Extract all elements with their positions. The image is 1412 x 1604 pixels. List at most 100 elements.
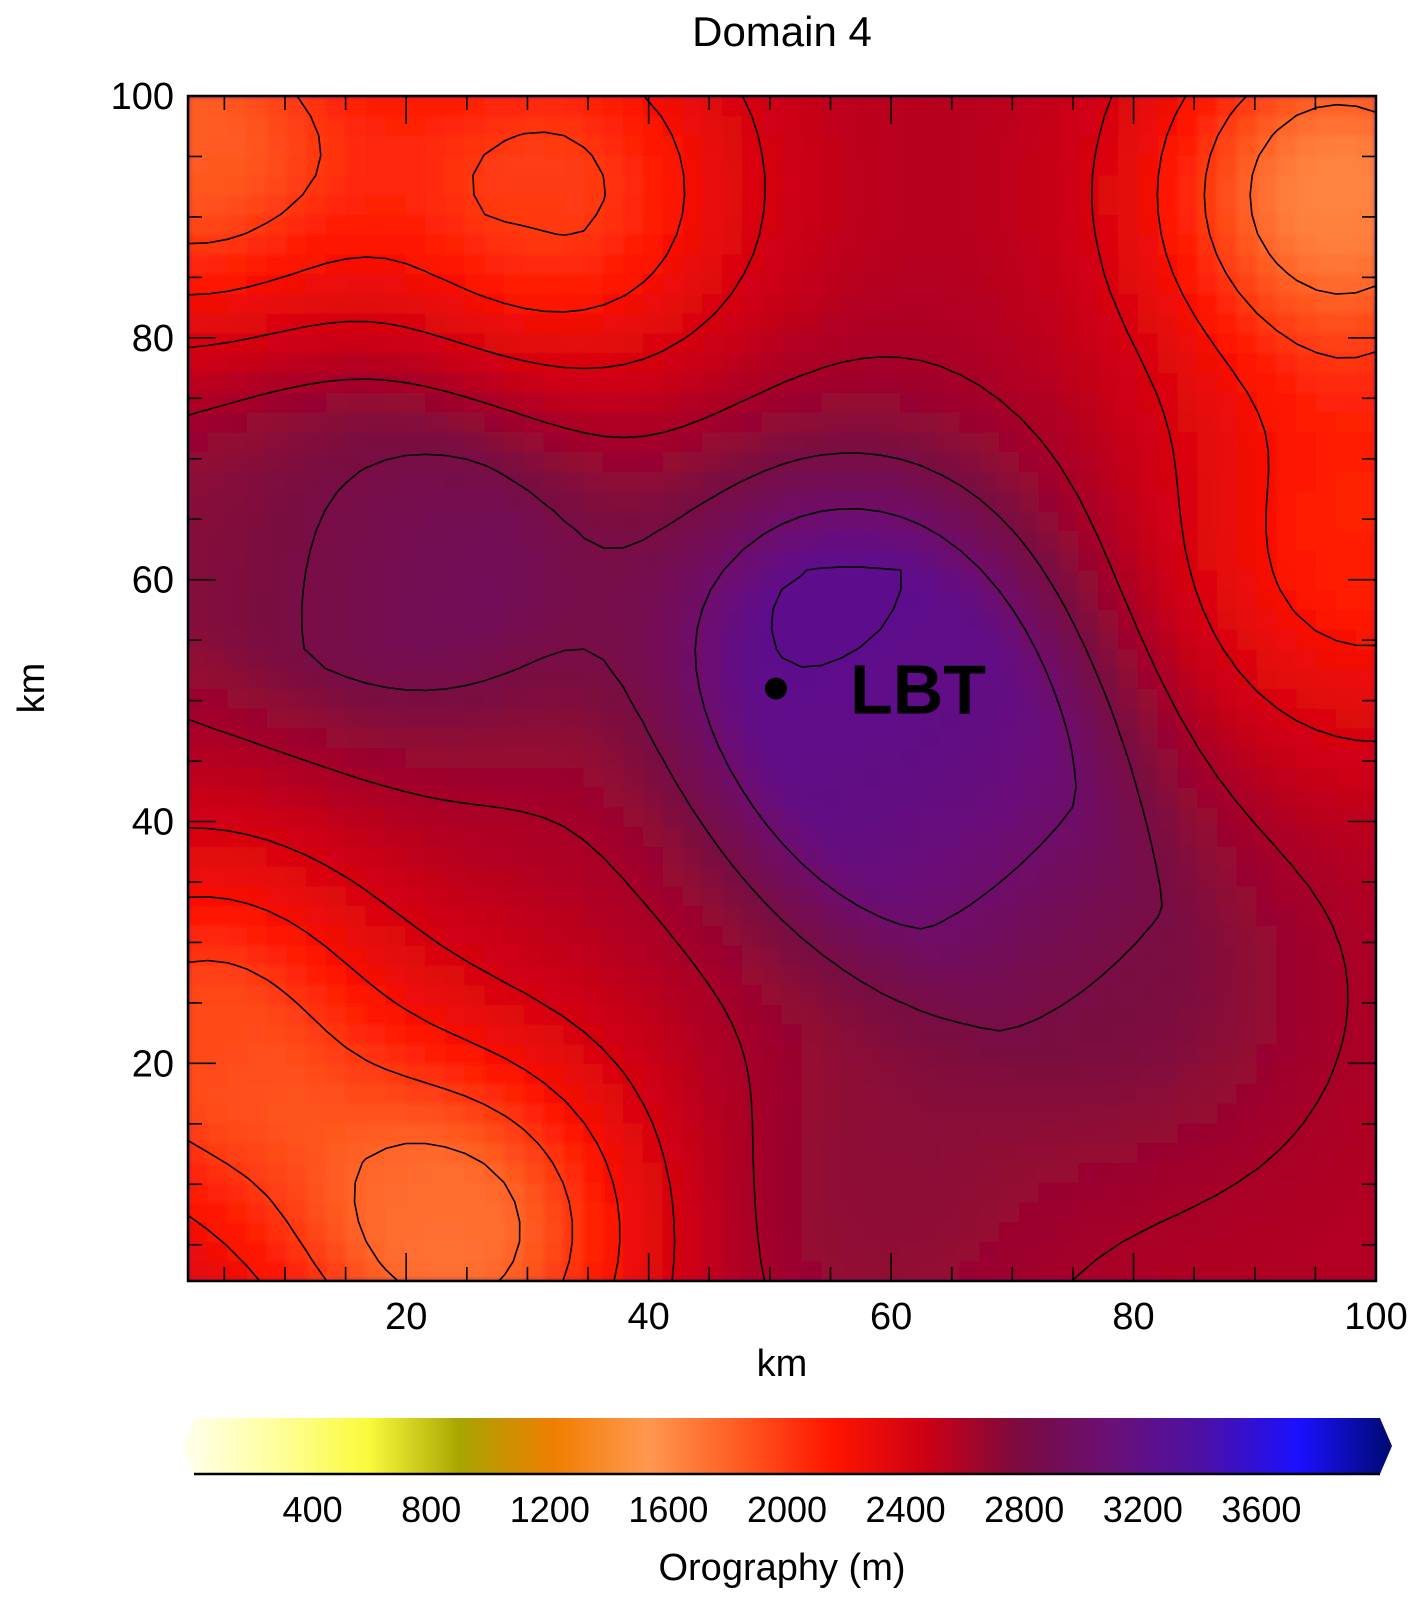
field-cell xyxy=(1276,1181,1298,1203)
field-cell xyxy=(642,964,664,986)
field-cell xyxy=(365,806,387,828)
field-cell xyxy=(979,964,1001,986)
field-cell xyxy=(266,1142,288,1163)
field-cell xyxy=(1316,1201,1337,1223)
field-cell xyxy=(920,332,941,354)
field-cell xyxy=(1217,707,1238,729)
field-cell xyxy=(286,826,308,847)
field-cell xyxy=(662,470,684,492)
field-cell xyxy=(524,668,545,689)
field-cell xyxy=(444,747,466,768)
field-cell xyxy=(682,352,704,373)
field-cell xyxy=(1137,253,1159,275)
field-cell xyxy=(603,312,625,334)
field-cell xyxy=(1098,174,1120,196)
field-cell xyxy=(1296,984,1318,1005)
field-cell xyxy=(1157,530,1179,551)
field-cell xyxy=(682,688,704,709)
field-cell xyxy=(1098,1122,1120,1144)
field-cell xyxy=(246,273,268,294)
field-cell xyxy=(1137,964,1159,986)
field-cell xyxy=(1217,925,1238,946)
field-cell xyxy=(860,372,882,393)
field-cell xyxy=(1296,96,1318,117)
field-cell xyxy=(741,648,763,670)
field-cell xyxy=(1177,668,1199,689)
field-cell xyxy=(266,648,288,670)
field-cell xyxy=(801,944,823,966)
field-cell xyxy=(642,332,664,354)
field-cell xyxy=(188,806,209,828)
field-cell xyxy=(1177,233,1199,255)
field-cell xyxy=(840,451,862,472)
field-cell xyxy=(1177,253,1199,275)
field-cell xyxy=(227,154,248,176)
field-cell xyxy=(1316,214,1337,235)
field-cell xyxy=(682,569,704,591)
field-cell xyxy=(801,1181,823,1203)
field-cell xyxy=(1197,707,1219,729)
field-cell xyxy=(959,767,981,788)
field-cell xyxy=(939,767,961,788)
field-cell xyxy=(702,747,724,768)
field-cell xyxy=(524,1122,545,1144)
field-cell xyxy=(623,1023,644,1045)
field-cell xyxy=(563,1142,585,1163)
field-cell xyxy=(880,944,902,966)
field-cell xyxy=(642,214,664,235)
field-cell xyxy=(484,846,506,867)
field-cell xyxy=(999,1004,1021,1025)
field-cell xyxy=(464,549,486,571)
field-cell xyxy=(365,391,387,413)
field-cell xyxy=(860,293,882,314)
field-cell xyxy=(761,470,783,492)
field-cell xyxy=(1157,549,1179,571)
field-cell xyxy=(939,470,961,492)
field-cell xyxy=(543,1221,565,1242)
field-cell xyxy=(1276,549,1298,571)
contour-2800 xyxy=(300,452,1163,1032)
field-cell xyxy=(761,411,783,433)
field-cell xyxy=(642,707,664,729)
field-cell xyxy=(642,1102,664,1124)
field-cell xyxy=(405,332,427,354)
field-cell xyxy=(385,925,407,946)
field-cell xyxy=(1038,1260,1060,1281)
field-cell xyxy=(484,707,506,729)
field-cell xyxy=(1019,925,1040,946)
field-cell xyxy=(702,885,724,907)
field-cell xyxy=(1335,451,1357,472)
field-cell xyxy=(623,154,644,176)
field-cell xyxy=(484,1181,506,1203)
field-cell xyxy=(840,372,862,393)
field-cell xyxy=(1078,747,1100,768)
field-cell xyxy=(1078,668,1100,689)
field-cell xyxy=(1256,648,1278,670)
field-cell xyxy=(781,1201,803,1223)
field-cell xyxy=(1335,332,1357,354)
field-cell xyxy=(1019,648,1040,670)
field-cell xyxy=(999,372,1021,393)
field-cell xyxy=(286,470,308,492)
field-cell xyxy=(563,214,585,235)
field-cell xyxy=(900,885,922,907)
field-cell xyxy=(464,411,486,433)
field-cell xyxy=(1058,707,1080,729)
field-cell xyxy=(1038,312,1060,334)
field-cell xyxy=(266,490,288,512)
field-cell xyxy=(1236,648,1258,670)
field-cell xyxy=(543,609,565,630)
field-cell xyxy=(662,826,684,847)
field-cell xyxy=(504,1083,526,1104)
field-cell xyxy=(405,372,427,393)
field-cell xyxy=(246,549,268,571)
field-cell xyxy=(1355,510,1376,531)
field-cell xyxy=(1078,253,1100,275)
field-cell xyxy=(722,174,743,196)
field-cell xyxy=(1058,273,1080,294)
field-cell xyxy=(425,1181,446,1203)
field-cell xyxy=(345,668,367,689)
field-cell xyxy=(444,589,466,610)
field-cell xyxy=(543,135,565,156)
